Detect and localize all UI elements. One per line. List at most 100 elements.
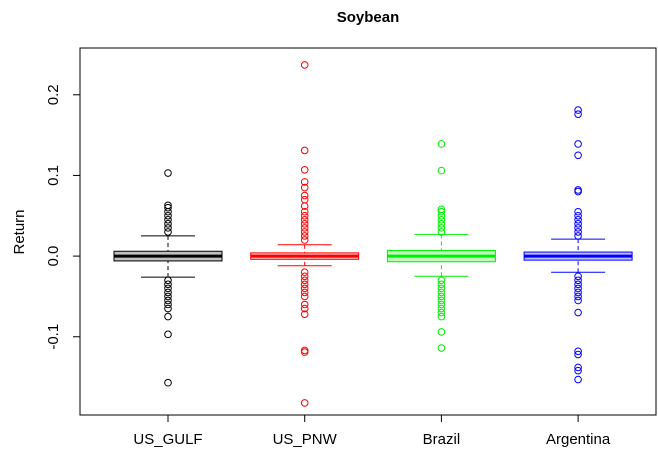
outlier	[300, 288, 309, 297]
outlier	[300, 300, 309, 309]
outlier	[300, 202, 309, 210]
outlier	[164, 304, 172, 313]
outlier	[300, 216, 309, 224]
outlier	[164, 312, 172, 321]
outlier	[164, 300, 172, 309]
outlier	[574, 216, 582, 224]
outlier	[437, 220, 446, 228]
outlier	[300, 280, 309, 289]
outlier	[164, 284, 172, 293]
outlier	[574, 211, 582, 220]
outlier	[437, 304, 446, 313]
outlier	[574, 375, 582, 384]
outlier	[300, 272, 309, 281]
outlier	[574, 228, 582, 236]
outlier	[300, 183, 309, 192]
outlier	[300, 61, 309, 69]
outlier	[574, 347, 582, 356]
outlier	[437, 280, 446, 289]
outlier	[164, 203, 172, 212]
y-tick-label: -0.1	[45, 324, 62, 350]
outlier	[574, 280, 582, 289]
outlier	[300, 284, 309, 293]
outlier	[574, 292, 582, 301]
outlier	[164, 280, 172, 289]
outlier	[300, 211, 309, 220]
outlier	[574, 350, 582, 359]
outlier	[574, 296, 582, 305]
outlier	[437, 288, 446, 297]
outlier	[164, 211, 172, 220]
outlier	[300, 232, 309, 240]
outlier	[164, 224, 172, 232]
outlier	[300, 191, 309, 200]
outlier	[164, 330, 172, 339]
outlier	[300, 268, 309, 277]
outlier	[574, 110, 582, 118]
outlier	[574, 366, 582, 375]
outlier	[574, 272, 582, 281]
outlier	[437, 284, 446, 293]
outlier	[574, 187, 582, 196]
plot-frame	[79, 47, 657, 416]
outlier	[437, 328, 446, 336]
outlier	[437, 216, 446, 224]
outlier	[437, 296, 446, 305]
outlier	[574, 220, 582, 228]
y-tick-label: 0.1	[45, 165, 62, 186]
outlier	[574, 284, 582, 293]
outlier	[437, 308, 446, 317]
outlier	[437, 312, 446, 321]
outlier	[300, 195, 309, 204]
outlier	[164, 207, 172, 216]
x-tick-label: US_GULF	[133, 431, 202, 448]
outlier	[300, 220, 309, 228]
outlier	[300, 146, 309, 155]
outlier	[164, 292, 172, 301]
outlier	[164, 288, 172, 297]
outlier	[574, 151, 582, 160]
outlier	[574, 224, 582, 232]
outlier	[574, 106, 582, 114]
outlier	[574, 288, 582, 297]
y-axis-label: Return	[11, 209, 28, 254]
outlier	[164, 220, 172, 228]
x-tick-label: US_PNW	[273, 431, 338, 448]
outlier	[164, 296, 172, 305]
outlier	[437, 228, 446, 236]
outlier	[300, 178, 309, 186]
chart-title: Soybean	[337, 9, 400, 26]
outlier	[437, 166, 446, 175]
outlier	[574, 140, 582, 148]
x-tick-label: Argentina	[546, 431, 611, 448]
outlier	[164, 216, 172, 224]
outlier	[164, 169, 172, 177]
outlier	[300, 348, 309, 356]
y-tick-label: 0.0	[45, 246, 62, 267]
outlier	[300, 224, 309, 232]
outlier	[300, 399, 309, 407]
outlier	[437, 292, 446, 301]
outlier	[300, 304, 309, 313]
outlier	[300, 228, 309, 236]
outlier	[164, 228, 172, 236]
outlier	[574, 308, 582, 317]
outlier	[437, 344, 446, 352]
outlier	[437, 300, 446, 309]
outlier	[300, 165, 309, 174]
outlier	[437, 224, 446, 232]
outlier	[300, 310, 309, 318]
outlier	[300, 236, 309, 244]
outlier	[437, 207, 446, 216]
outlier	[164, 378, 172, 387]
outlier	[574, 363, 582, 372]
y-tick-label: 0.2	[45, 84, 62, 105]
outlier	[574, 276, 582, 285]
outlier	[437, 211, 446, 220]
outlier	[300, 292, 309, 301]
outlier	[300, 276, 309, 285]
outlier	[574, 207, 582, 216]
outlier	[164, 276, 172, 285]
outlier	[437, 276, 446, 285]
